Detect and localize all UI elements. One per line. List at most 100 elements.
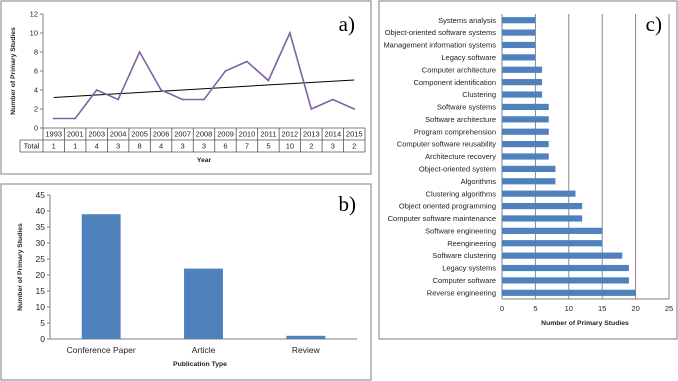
panel-b-y-tick-label: 10 <box>36 302 46 312</box>
panel-c-category-label: Software systems <box>437 103 496 112</box>
panel-a-total-value: 6 <box>223 142 227 151</box>
panel-c-category-label: Legacy systems <box>442 264 496 273</box>
panel-c-horizontal-bar-chart: c) Systems analysis Object-oriented softw… <box>378 0 678 340</box>
panel-a-data-point <box>246 60 248 63</box>
panel-b-y-tick-label: 15 <box>36 286 46 296</box>
panel-a-year-label: 2012 <box>282 130 299 139</box>
panel-a-y-tick-label: 4 <box>34 86 38 95</box>
panel-b-category-labels: Conference Paper Article Review <box>67 345 321 355</box>
panel-c-category-label: Architecture recovery <box>425 152 496 161</box>
panel-a-table-row-label: Total <box>24 142 40 151</box>
panel-c-x-tick-label: 15 <box>598 304 606 313</box>
panel-c-category-label: Algorithms <box>461 177 497 186</box>
panel-b-x-axis-label: Publication Type <box>173 361 227 368</box>
panel-a-y-ticks: 0 2 4 6 8 10 12 <box>30 10 43 133</box>
panel-c-label: c) <box>646 12 662 36</box>
panel-c-category-label: Systems analysis <box>438 16 496 25</box>
panel-a-y-tick-label: 2 <box>34 105 38 114</box>
panel-a-total-value: 3 <box>180 142 184 151</box>
panel-b-bars <box>81 214 326 339</box>
panel-a-total-value: 4 <box>159 142 163 151</box>
panel-a-year-label: 2013 <box>303 130 320 139</box>
panel-a-label: a) <box>339 12 355 36</box>
panel-a-y-axis-label: Number of Primary Studies <box>10 27 17 115</box>
panel-a-data-point <box>52 117 55 120</box>
panel-a-x-axis-label: Year <box>197 157 212 164</box>
panel-a-year-label: 1993 <box>45 130 62 139</box>
panel-c-category-label: Software clustering <box>432 251 496 260</box>
panel-c-bar <box>502 227 603 234</box>
panel-a-data-point <box>160 89 162 91</box>
panel-c-category-label: Component identification <box>413 78 496 87</box>
panel-a-total-value: 5 <box>266 142 270 151</box>
panel-c-category-label: Management information systems <box>383 41 496 50</box>
panel-a-year-label: 2014 <box>324 130 341 139</box>
panel-a-year-label: 2003 <box>88 130 105 139</box>
panel-a-total-value: 3 <box>202 142 206 151</box>
panel-c-category-label: Software architecture <box>425 115 496 124</box>
panel-a-total-value: 3 <box>331 142 335 151</box>
panel-a-year-label: 2010 <box>239 130 256 139</box>
panel-a-data-point <box>95 89 98 91</box>
panel-a-series-line <box>53 30 355 120</box>
panel-c-category-label: Computer software <box>433 276 496 285</box>
panel-b-label: b) <box>339 192 357 216</box>
panel-c-x-axis-label: Number of Primary Studies <box>541 320 629 327</box>
panel-b-y-tick-label: 20 <box>36 270 46 280</box>
panel-c-category-label: Legacy software <box>441 53 496 62</box>
panel-c-bar <box>502 202 583 210</box>
panel-a-year-label: 2008 <box>196 130 213 139</box>
panel-b-bar <box>184 268 223 339</box>
panel-b-y-ticks: 0 5 10 15 20 25 30 35 40 45 <box>36 190 50 344</box>
panel-c-bar <box>502 79 543 86</box>
panel-b-y-tick-label: 30 <box>36 238 46 248</box>
panel-b-y-tick-label: 5 <box>40 318 45 328</box>
panel-a-year-label: 2007 <box>174 130 191 139</box>
panel-c-frame <box>378 0 678 340</box>
panel-a-data-point <box>138 51 141 53</box>
panel-c-bar <box>502 165 556 172</box>
panel-b-frame <box>0 183 372 381</box>
panel-c-bar <box>502 264 629 272</box>
panel-a-data-table: Total 1993 1 2001 1 2003 4 2004 3 2005 8 2006 4 2007 3… <box>19 128 366 153</box>
panel-a-y-tick-label: 10 <box>30 29 38 38</box>
panel-c-category-label: Object oriented programming <box>399 202 496 211</box>
panel-c-x-tick-label: 25 <box>665 304 673 313</box>
panel-c-bar <box>502 252 623 259</box>
panel-c-category-label: Reengineering <box>447 239 496 248</box>
panel-a-year-label: 2005 <box>131 130 148 139</box>
panel-c-category-label: Computer software reusability <box>397 140 496 149</box>
panel-a-year-label: 2011 <box>260 130 276 139</box>
panel-a-total-value: 1 <box>73 142 77 151</box>
panel-b-bar-chart: b) Number of Primary Studies Publication… <box>0 183 372 381</box>
panel-c-bar <box>502 141 549 148</box>
panel-a-total-value: 2 <box>352 142 356 151</box>
panel-a-data-point <box>288 32 291 34</box>
panel-c-category-label: Clustering <box>462 90 496 99</box>
panel-c-bar <box>502 178 556 185</box>
panel-c-bar <box>502 29 536 36</box>
panel-c-bar <box>502 17 536 24</box>
panel-a-year-label: 2006 <box>153 130 170 139</box>
panel-c-x-tick-label: 0 <box>500 304 504 313</box>
panel-a-data-point <box>267 79 270 82</box>
panel-a-total-value: 3 <box>116 142 120 151</box>
panel-c-x-tick-label: 10 <box>565 304 573 313</box>
panel-a-points <box>52 32 356 120</box>
panel-c-bar <box>502 128 549 135</box>
panel-c-x-tick-label: 20 <box>631 304 639 313</box>
panel-c-x-tick-label: 5 <box>533 304 537 313</box>
panel-b-bar <box>81 214 121 339</box>
panel-c-category-labels: Systems analysis Object-oriented software… <box>383 16 496 298</box>
panel-c-category-label: Computer software maintenance <box>388 214 496 223</box>
panel-c-category-label: Computer architecture <box>422 65 496 74</box>
panel-a-data-point <box>203 98 205 101</box>
panel-b-y-tick-label: 25 <box>36 254 46 264</box>
panel-a-data-point <box>353 108 356 110</box>
panel-c-bar <box>502 289 636 296</box>
panel-b-y-tick-label: 35 <box>36 222 46 232</box>
panel-a-year-label: 2001 <box>67 130 84 139</box>
panel-c-bar <box>502 215 583 222</box>
panel-b-y-tick-label: 0 <box>40 334 45 344</box>
